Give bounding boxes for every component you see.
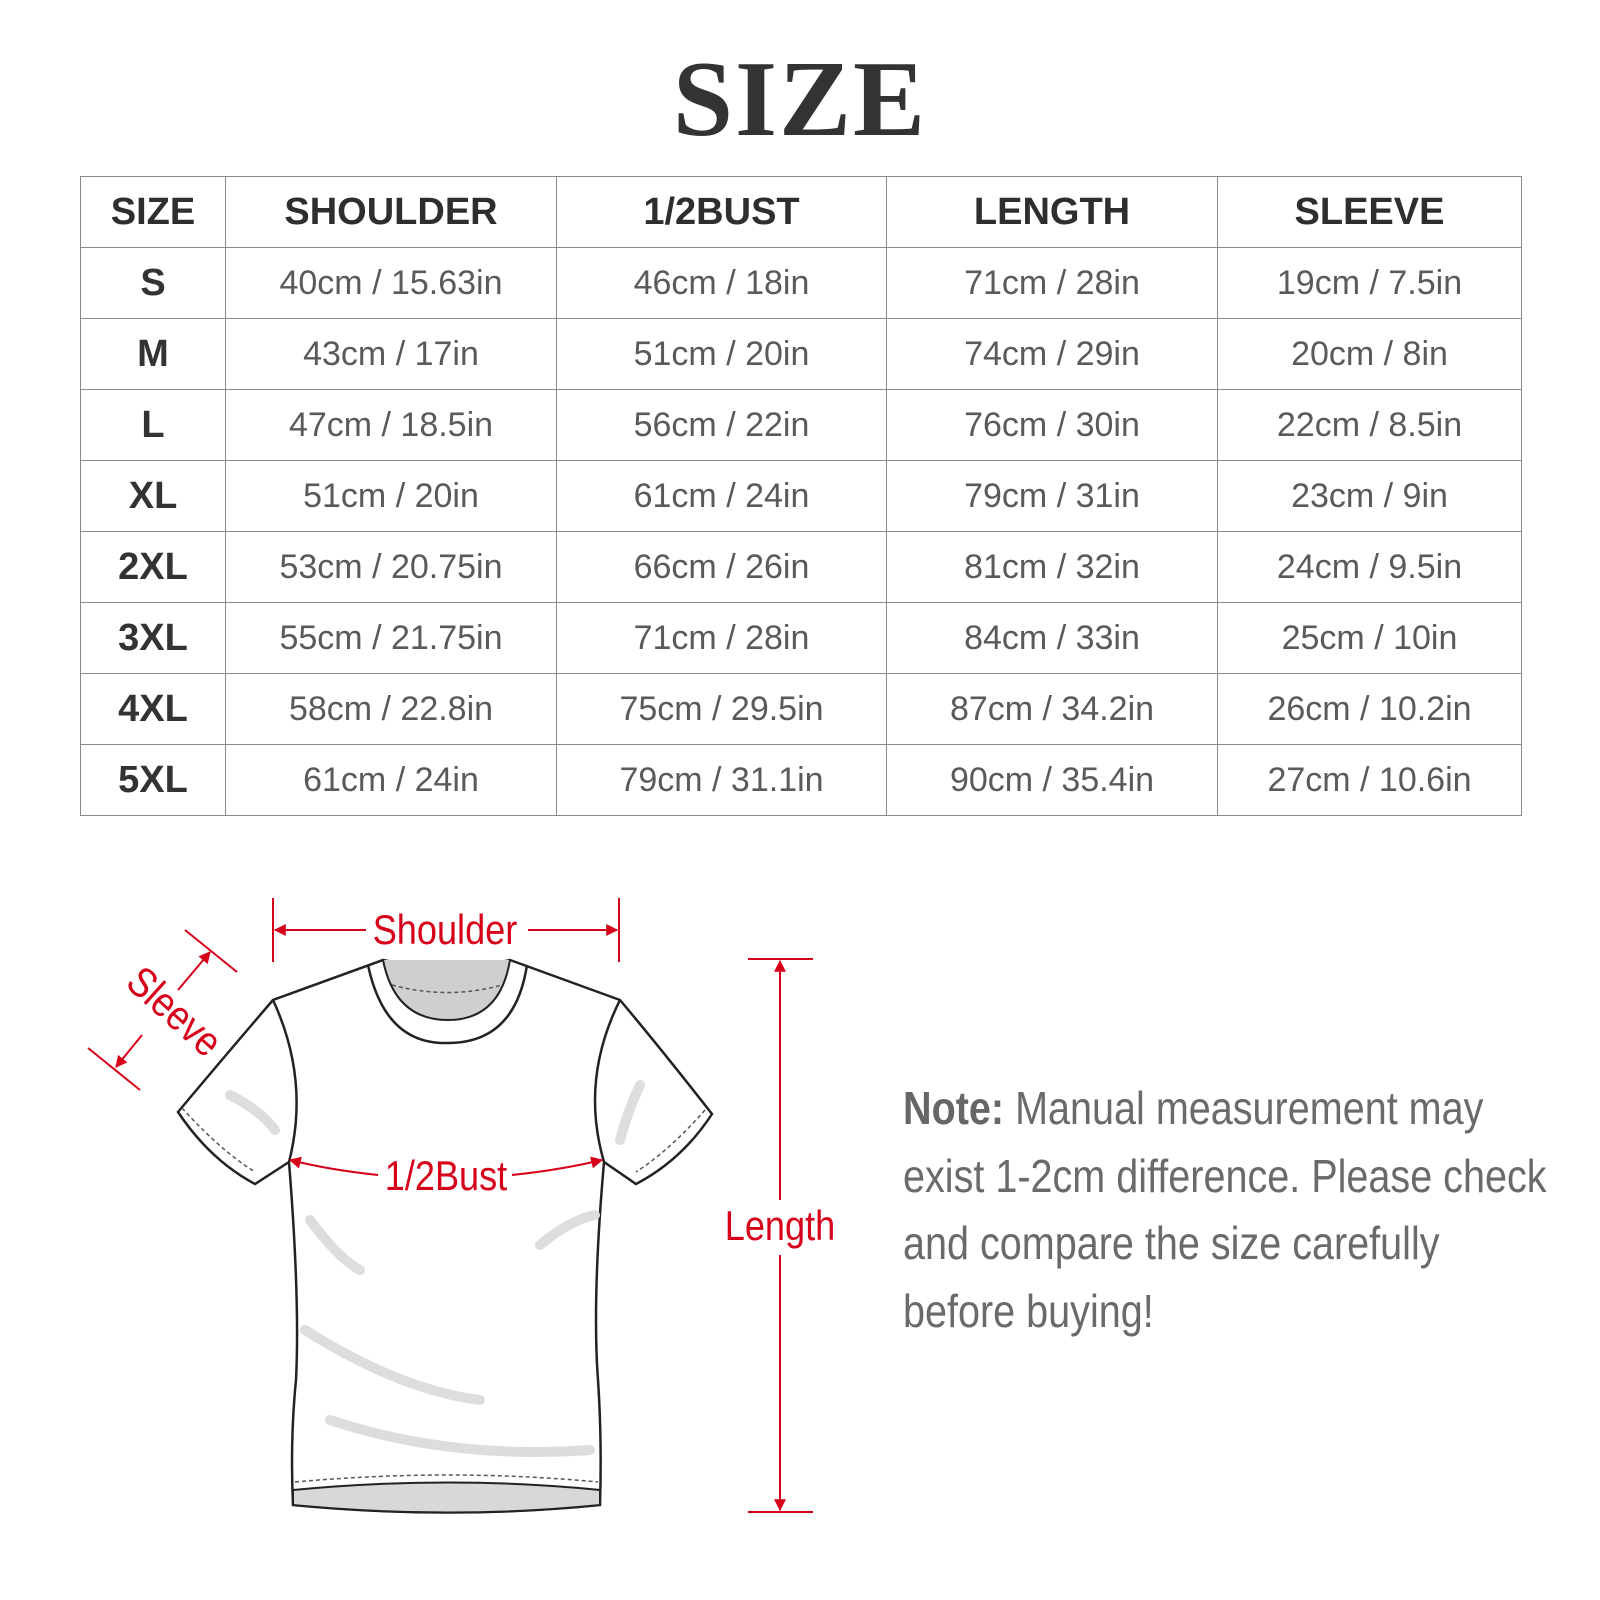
page-title: SIZE: [672, 40, 928, 159]
cell-size: M: [80, 318, 226, 390]
cell-sleeve: 19cm / 7.5in: [1217, 247, 1522, 319]
cell-sleeve: 20cm / 8in: [1217, 318, 1522, 390]
cell-shoulder: 61cm / 24in: [225, 744, 557, 816]
cell-bust: 66cm / 26in: [556, 531, 887, 603]
header-size: SIZE: [80, 176, 226, 248]
length-measure: Length: [725, 958, 835, 1513]
header-bust: 1/2BUST: [556, 176, 887, 248]
cell-sleeve: 27cm / 10.6in: [1217, 744, 1522, 816]
cell-length: 71cm / 28in: [886, 247, 1218, 319]
shoulder-label: Shoulder: [373, 908, 518, 954]
note-text: Note: Manual measurement may exist 1-2cm…: [903, 1075, 1557, 1345]
cell-shoulder: 51cm / 20in: [225, 460, 557, 532]
table-row: S 40cm / 15.63in 46cm / 18in 71cm / 28in 19c…: [80, 247, 1522, 319]
cell-sleeve: 25cm / 10in: [1217, 602, 1522, 674]
length-label: Length: [725, 1204, 835, 1250]
cell-sleeve: 24cm / 9.5in: [1217, 531, 1522, 603]
table-row: 5XL 61cm / 24in 79cm / 31.1in 90cm / 35.4in…: [80, 744, 1522, 816]
cell-size: 4XL: [80, 673, 226, 745]
cell-bust: 75cm / 29.5in: [556, 673, 887, 745]
cell-bust: 71cm / 28in: [556, 602, 887, 674]
cell-sleeve: 23cm / 9in: [1217, 460, 1522, 532]
cell-bust: 56cm / 22in: [556, 389, 887, 461]
cell-size: 3XL: [80, 602, 226, 674]
cell-length: 74cm / 29in: [886, 318, 1218, 390]
cell-shoulder: 40cm / 15.63in: [225, 247, 557, 319]
sleeve-label: Sleeve: [118, 958, 231, 1066]
table-row: L 47cm / 18.5in 56cm / 22in 76cm / 30in 22cm…: [80, 389, 1522, 461]
table-row: 2XL 53cm / 20.75in 66cm / 26in 81cm / 32in 2…: [80, 531, 1522, 603]
note-label: Note:: [903, 1082, 1005, 1134]
table-row: M 43cm / 17in 51cm / 20in 74cm / 29in 20cm /…: [80, 318, 1522, 390]
cell-shoulder: 43cm / 17in: [225, 318, 557, 390]
cell-bust: 46cm / 18in: [556, 247, 887, 319]
cell-shoulder: 55cm / 21.75in: [225, 602, 557, 674]
cell-length: 84cm / 33in: [886, 602, 1218, 674]
cell-length: 90cm / 35.4in: [886, 744, 1218, 816]
cell-size: XL: [80, 460, 226, 532]
sleeve-measure: Sleeve: [87, 929, 238, 1091]
table-row: 4XL 58cm / 22.8in 75cm / 29.5in 87cm / 34.2…: [80, 673, 1522, 745]
note-body: Manual measurement may exist 1-2cm diffe…: [903, 1082, 1547, 1337]
cell-length: 81cm / 32in: [886, 531, 1218, 603]
bust-label: 1/2Bust: [385, 1154, 508, 1200]
header-length: LENGTH: [886, 176, 1218, 248]
cell-sleeve: 26cm / 10.2in: [1217, 673, 1522, 745]
cell-size: S: [80, 247, 226, 319]
size-table: SIZE SHOULDER 1/2BUST LENGTH SLEEVE S 40c…: [80, 176, 1522, 816]
cell-bust: 51cm / 20in: [556, 318, 887, 390]
header-sleeve: SLEEVE: [1217, 176, 1522, 248]
table-header-row: SIZE SHOULDER 1/2BUST LENGTH SLEEVE: [80, 176, 1522, 248]
cell-size: 5XL: [80, 744, 226, 816]
cell-bust: 61cm / 24in: [556, 460, 887, 532]
bust-measure: 1/2Bust: [288, 1154, 604, 1200]
cell-sleeve: 22cm / 8.5in: [1217, 389, 1522, 461]
cell-length: 76cm / 30in: [886, 389, 1218, 461]
cell-shoulder: 58cm / 22.8in: [225, 673, 557, 745]
cell-bust: 79cm / 31.1in: [556, 744, 887, 816]
cell-size: L: [80, 389, 226, 461]
cell-shoulder: 53cm / 20.75in: [225, 531, 557, 603]
tshirt-outline-icon: [176, 958, 714, 1514]
table-row: XL 51cm / 20in 61cm / 24in 79cm / 31in 23cm …: [80, 460, 1522, 532]
table-row: 3XL 55cm / 21.75in 71cm / 28in 84cm / 33in 2…: [80, 602, 1522, 674]
shoulder-measure: Shoulder: [272, 898, 620, 962]
